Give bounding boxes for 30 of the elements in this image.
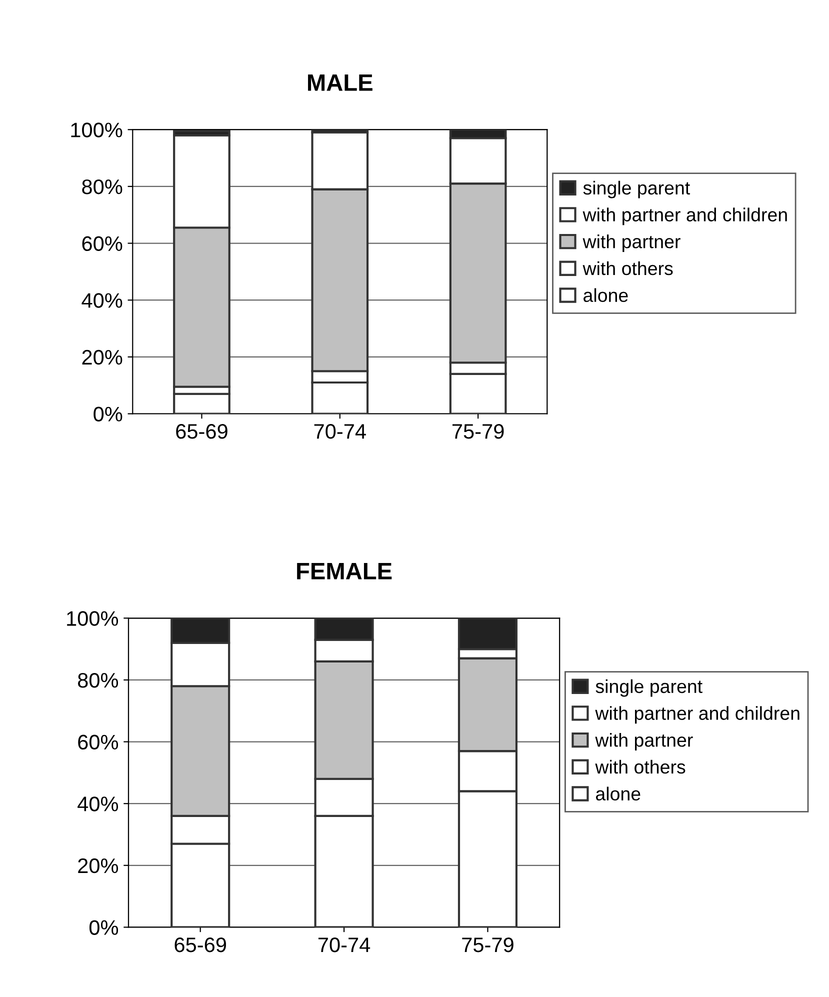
y-tick-label: 0%	[89, 920, 118, 935]
legend-label: with partner	[582, 234, 680, 252]
legend-label: single parent	[583, 180, 690, 198]
x-tick-label: 75-79	[462, 937, 514, 952]
chart-title: MALE	[308, 74, 372, 91]
legend-label: with others	[595, 760, 686, 774]
x-tick-label: 70-74	[314, 424, 366, 439]
y-tick-label: 20%	[78, 858, 118, 874]
x-tick-label: 65-69	[176, 424, 228, 439]
y-tick-label: 80%	[82, 179, 122, 194]
legend-label: with others	[582, 261, 673, 276]
y-tick-label: 100%	[71, 122, 122, 138]
legend-label: alone	[584, 288, 628, 302]
y-tick-label: 100%	[67, 611, 118, 626]
legend-label: alone	[596, 786, 640, 801]
x-tick-label: 65-69	[174, 937, 226, 952]
y-tick-label: 80%	[78, 672, 118, 688]
y-tick-label: 0%	[94, 406, 122, 422]
x-tick-label: 75-79	[452, 424, 504, 439]
legend-label: with partner and children	[595, 706, 800, 724]
x-tick-label: 70-74	[318, 937, 370, 952]
legend-label: with partner and children	[582, 208, 787, 226]
y-tick-label: 40%	[82, 293, 122, 308]
y-tick-label: 60%	[78, 734, 118, 750]
y-tick-label: 60%	[82, 236, 122, 252]
chart-title: FEMALE	[297, 563, 392, 580]
y-tick-label: 40%	[78, 796, 118, 812]
y-tick-label: 20%	[82, 350, 122, 365]
legend-label: single parent	[596, 679, 702, 697]
legend-label: with partner	[595, 733, 693, 751]
